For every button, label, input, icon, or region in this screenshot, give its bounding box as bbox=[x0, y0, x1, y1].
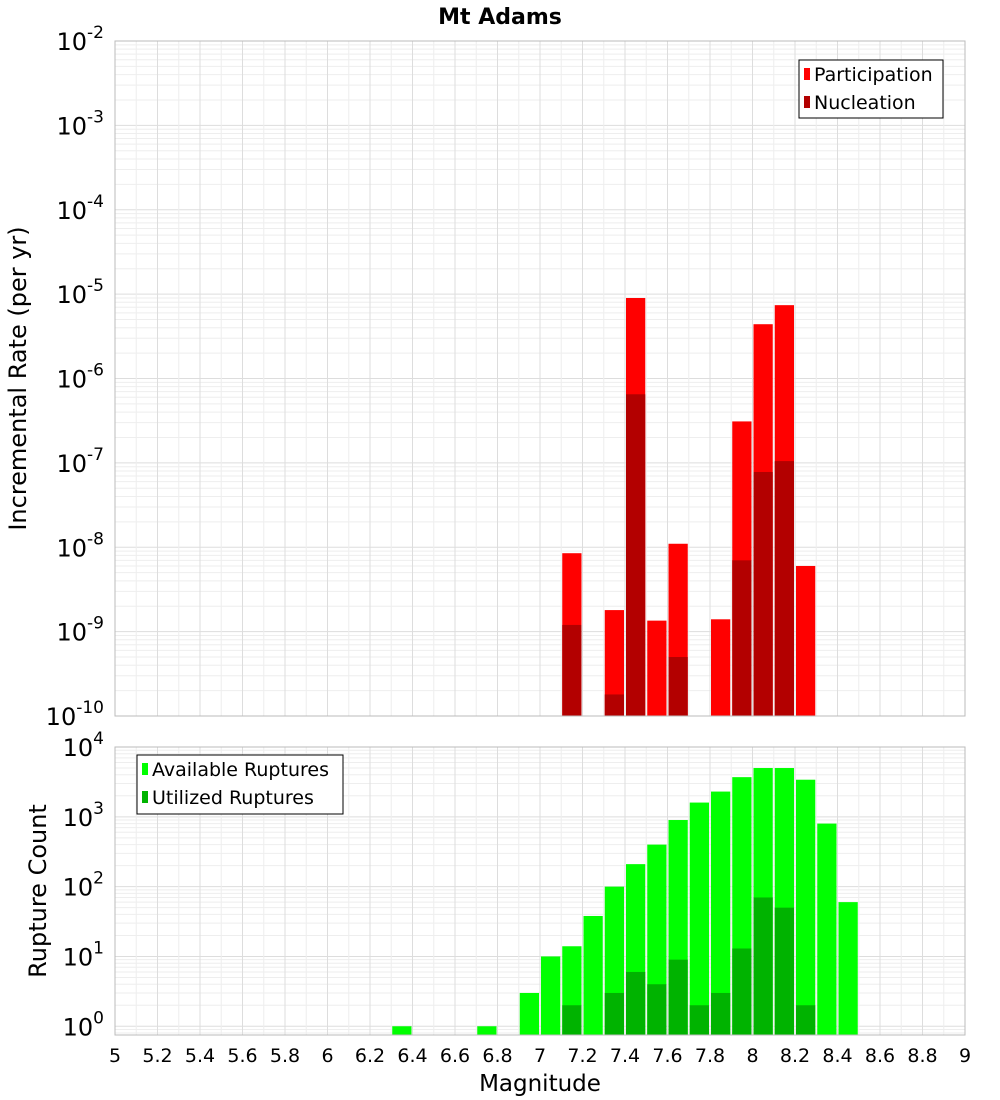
y-tick-label: 10-10 bbox=[46, 698, 104, 731]
x-tick-label: 7 bbox=[534, 1045, 546, 1067]
bar bbox=[796, 565, 816, 716]
y-tick-labels: 10-10 10-9 10-8 10-7 10-6 10-5 10-4 10-3 10-2 bbox=[46, 23, 104, 731]
plot-frame bbox=[114, 746, 966, 1036]
bar bbox=[774, 461, 794, 716]
x-tick-label: 5.4 bbox=[185, 1045, 215, 1067]
y-tick-label: 10-9 bbox=[57, 614, 105, 647]
legend-swatch bbox=[142, 791, 148, 803]
x-tick-label: 8.8 bbox=[907, 1045, 937, 1067]
bar bbox=[541, 956, 561, 1035]
bar bbox=[753, 471, 773, 716]
y-axis-label: Rupture Count bbox=[24, 804, 52, 978]
bar bbox=[519, 992, 539, 1035]
bars bbox=[392, 768, 858, 1035]
y-tick-label: 104 bbox=[63, 729, 104, 762]
legend-label: Available Ruptures bbox=[152, 759, 329, 781]
x-tick-label: 9 bbox=[959, 1045, 971, 1067]
x-tick-label: 7.2 bbox=[567, 1045, 597, 1067]
x-tick-label: 7.6 bbox=[652, 1045, 682, 1067]
legend-label: Nucleation bbox=[814, 92, 916, 114]
chart-title: Mt Adams bbox=[438, 5, 562, 30]
bar bbox=[817, 823, 837, 1035]
y-tick-label: 10-8 bbox=[57, 529, 105, 562]
x-tick-label: 8.2 bbox=[780, 1045, 810, 1067]
bar bbox=[711, 619, 731, 716]
legend-box bbox=[136, 754, 344, 815]
bar bbox=[647, 620, 667, 716]
bar bbox=[711, 791, 731, 1035]
y-tick-label: 10-7 bbox=[57, 445, 105, 478]
x-tick-label: 6.2 bbox=[355, 1045, 385, 1067]
bar bbox=[562, 1005, 582, 1035]
x-tick-label: 5.6 bbox=[227, 1045, 257, 1067]
y-tick-label: 10-5 bbox=[57, 276, 105, 309]
y-tick-label: 10-6 bbox=[57, 361, 105, 394]
bar bbox=[604, 610, 624, 716]
y-tick-label: 103 bbox=[63, 799, 104, 832]
y-axis-label: Incremental Rate (per yr) bbox=[4, 226, 32, 530]
bar bbox=[392, 1026, 412, 1035]
count-panel: 100 101 102 103 104 5 5.2 5.4 5.6 5.8 6 6.2 6.4 6.6 6.… bbox=[24, 729, 971, 1097]
bar bbox=[689, 1005, 709, 1035]
y-tick-label: 102 bbox=[63, 869, 104, 902]
bar bbox=[477, 1026, 497, 1035]
y-tick-labels: 100 101 102 103 104 bbox=[63, 729, 104, 1041]
bar bbox=[753, 897, 773, 1035]
bar bbox=[689, 802, 709, 1035]
bars bbox=[562, 297, 816, 716]
legend-label: Participation bbox=[814, 64, 933, 86]
x-tick-label: 6 bbox=[321, 1045, 333, 1067]
bar bbox=[732, 560, 752, 716]
bar bbox=[668, 657, 688, 716]
legend-label: Utilized Ruptures bbox=[152, 787, 314, 809]
y-tick-label: 100 bbox=[63, 1008, 104, 1041]
bar bbox=[604, 992, 624, 1035]
x-tick-label: 6.4 bbox=[397, 1045, 427, 1067]
bar bbox=[668, 959, 688, 1035]
x-tick-labels: 5 5.2 5.4 5.6 5.8 6 6.2 6.4 6.6 6.8 7 7.2 7.4 7.6 7.8 8… bbox=[109, 1045, 971, 1067]
x-tick-label: 8 bbox=[746, 1045, 758, 1067]
x-tick-label: 5.2 bbox=[142, 1045, 172, 1067]
y-tick-label: 101 bbox=[63, 938, 104, 971]
plot-frame bbox=[114, 40, 966, 717]
x-tick-label: 7.8 bbox=[695, 1045, 725, 1067]
x-axis-label: Magnitude bbox=[479, 1071, 601, 1097]
rate-panel: 10-10 10-9 10-8 10-7 10-6 10-5 10-4 10-3 10-2 Inc… bbox=[4, 23, 966, 731]
bar bbox=[711, 992, 731, 1035]
y-tick-label: 10-2 bbox=[57, 23, 105, 56]
x-tick-label: 8.6 bbox=[865, 1045, 895, 1067]
x-tick-label: 5.8 bbox=[270, 1045, 300, 1067]
y-tick-label: 10-4 bbox=[57, 192, 105, 225]
bar bbox=[732, 948, 752, 1035]
x-tick-label: 5 bbox=[109, 1045, 121, 1067]
y-tick-label: 10-3 bbox=[57, 107, 105, 140]
x-tick-label: 6.8 bbox=[482, 1045, 512, 1067]
legend-swatch bbox=[804, 68, 810, 80]
legend: Participation Nucleation bbox=[798, 59, 944, 119]
bar bbox=[562, 624, 582, 716]
x-tick-label: 8.4 bbox=[822, 1045, 852, 1067]
bar bbox=[796, 1005, 816, 1035]
grid bbox=[114, 41, 966, 717]
bar bbox=[626, 971, 646, 1035]
bar bbox=[796, 779, 816, 1035]
bar bbox=[838, 902, 858, 1035]
legend-swatch bbox=[142, 763, 148, 775]
bar bbox=[647, 984, 667, 1035]
legend: Available Ruptures Utilized Ruptures bbox=[136, 754, 344, 815]
bar bbox=[604, 694, 624, 716]
legend-box bbox=[798, 59, 944, 119]
bar bbox=[583, 915, 603, 1035]
x-tick-label: 7.4 bbox=[610, 1045, 640, 1067]
bar bbox=[626, 394, 646, 716]
x-tick-label: 6.6 bbox=[440, 1045, 470, 1067]
bar bbox=[774, 907, 794, 1035]
legend-swatch bbox=[804, 96, 810, 108]
